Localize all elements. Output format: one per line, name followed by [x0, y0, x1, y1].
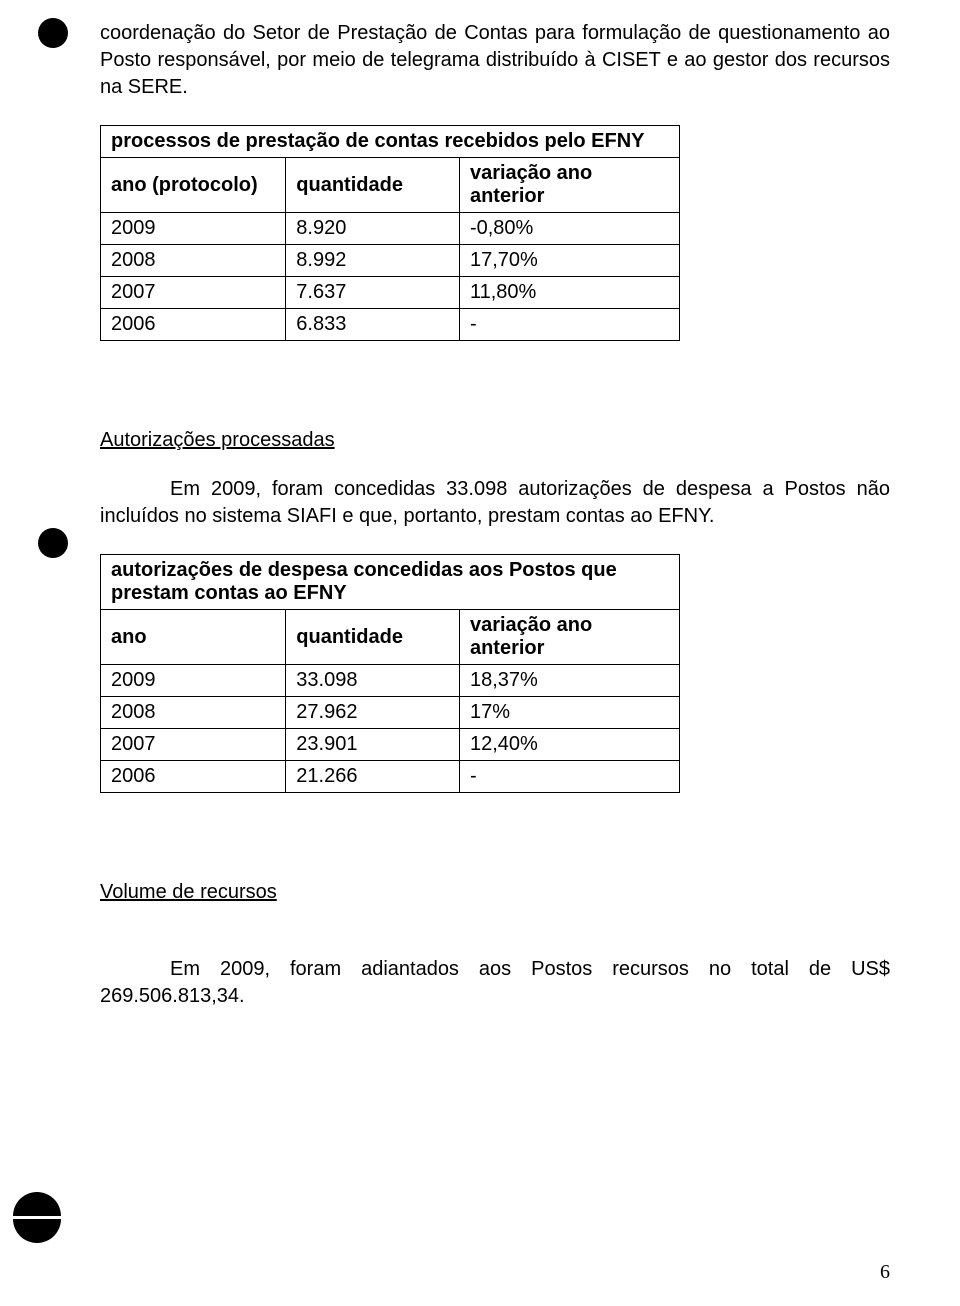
- paragraph-volume: Em 2009, foram adiantados aos Postos rec…: [100, 956, 890, 1010]
- cell: 17%: [459, 697, 679, 729]
- col-header: quantidade: [286, 610, 460, 665]
- cell: 6.833: [286, 309, 460, 341]
- cell: 23.901: [286, 729, 460, 761]
- cell: 27.962: [286, 697, 460, 729]
- cell: 17,70%: [459, 245, 679, 277]
- col-header: variação ano anterior: [459, 158, 679, 213]
- cell: 2008: [101, 697, 286, 729]
- bullet-icon: [38, 528, 68, 558]
- cell: 2007: [101, 729, 286, 761]
- cell: 2009: [101, 213, 286, 245]
- cell: 12,40%: [459, 729, 679, 761]
- table-row: 2009 33.098 18,37%: [101, 665, 680, 697]
- split-disc-icon: [13, 1192, 61, 1240]
- table-row: 2007 7.637 11,80%: [101, 277, 680, 309]
- cell: 2006: [101, 309, 286, 341]
- cell: 2007: [101, 277, 286, 309]
- section-heading-volume: Volume de recursos: [100, 881, 890, 904]
- cell: -: [459, 761, 679, 793]
- cell: 2008: [101, 245, 286, 277]
- table-row: 2007 23.901 12,40%: [101, 729, 680, 761]
- table-row: 2006 6.833 -: [101, 309, 680, 341]
- paragraph-intro: coordenação do Setor de Prestação de Con…: [100, 20, 890, 101]
- table-title: processos de prestação de contas recebid…: [101, 126, 680, 158]
- cell: 7.637: [286, 277, 460, 309]
- col-header: variação ano anterior: [459, 610, 679, 665]
- col-header: ano: [101, 610, 286, 665]
- cell: 2006: [101, 761, 286, 793]
- table-processos: processos de prestação de contas recebid…: [100, 125, 680, 341]
- page: coordenação do Setor de Prestação de Con…: [0, 0, 960, 1306]
- table-autorizacoes: autorizações de despesa concedidas aos P…: [100, 554, 680, 793]
- cell: 21.266: [286, 761, 460, 793]
- table-row: 2006 21.266 -: [101, 761, 680, 793]
- col-header: ano (protocolo): [101, 158, 286, 213]
- cell: 8.992: [286, 245, 460, 277]
- paragraph-autorizacoes: Em 2009, foram concedidas 33.098 autoriz…: [100, 476, 890, 530]
- cell: -0,80%: [459, 213, 679, 245]
- page-number: 6: [880, 1261, 890, 1284]
- table-row: 2008 8.992 17,70%: [101, 245, 680, 277]
- section-heading-autorizacoes: Autorizações processadas: [100, 429, 890, 452]
- cell: 18,37%: [459, 665, 679, 697]
- cell: 33.098: [286, 665, 460, 697]
- cell: 11,80%: [459, 277, 679, 309]
- cell: 2009: [101, 665, 286, 697]
- cell: -: [459, 309, 679, 341]
- cell: 8.920: [286, 213, 460, 245]
- col-header: quantidade: [286, 158, 460, 213]
- table-row: 2008 27.962 17%: [101, 697, 680, 729]
- table-title: autorizações de despesa concedidas aos P…: [101, 555, 680, 610]
- table-row: 2009 8.920 -0,80%: [101, 213, 680, 245]
- bullet-icon: [38, 18, 68, 48]
